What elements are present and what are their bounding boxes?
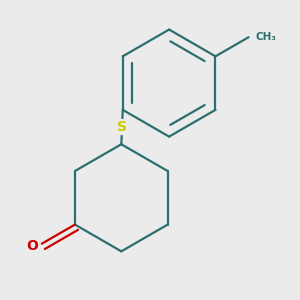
Text: O: O [26, 238, 38, 253]
Text: CH₃: CH₃ [255, 32, 276, 42]
Text: S: S [117, 120, 127, 134]
